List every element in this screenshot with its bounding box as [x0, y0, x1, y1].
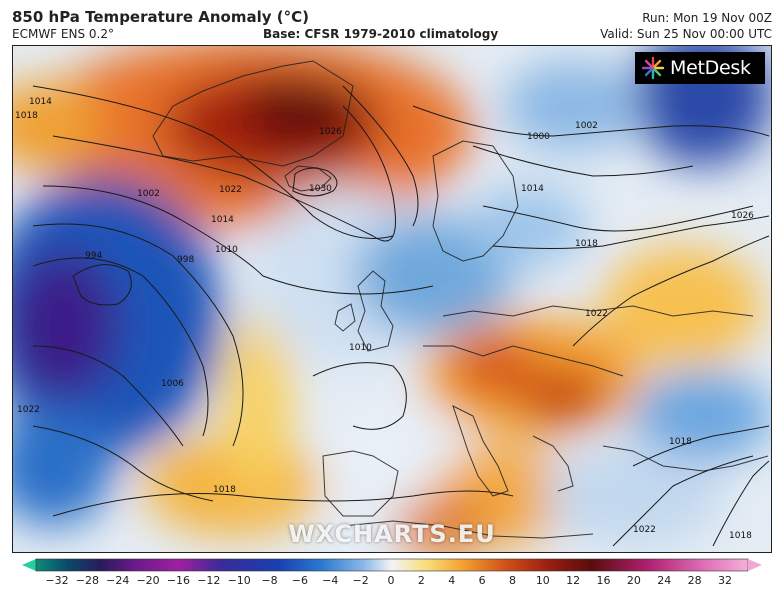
- isobar-label: 998: [177, 255, 194, 265]
- colorbar-tick-label: −28: [75, 574, 99, 587]
- colorbar-tick-label: −32: [45, 574, 69, 587]
- isobar-label: 1014: [29, 97, 52, 107]
- colorbar-tick-label: 20: [626, 574, 641, 587]
- isobar-label: 994: [85, 251, 102, 261]
- colorbar-tick-label: −6: [291, 574, 309, 587]
- colorbar-tick-label: 32: [718, 574, 732, 587]
- map-canvas: 1014 1018 1026 1030 1022 1002 1014 1010 …: [13, 46, 771, 552]
- isobar-label: 1014: [521, 184, 544, 194]
- isobar-label: 1018: [729, 531, 752, 541]
- colorbar-tick-label: 24: [657, 574, 672, 587]
- colorbar-tick-label: −24: [106, 574, 130, 587]
- colorbar-tick-label: −4: [322, 574, 339, 587]
- isobar-label: 1018: [15, 111, 38, 121]
- isobar-label: 1026: [731, 211, 754, 221]
- valid-time-label: Valid: Sun 25 Nov 00:00 UTC: [600, 27, 772, 41]
- metdesk-logo-icon: [641, 56, 665, 80]
- isobar-label-group: 1014 1018 1026 1030 1022 1002 1014 1010 …: [15, 97, 754, 541]
- anomaly-map: 1014 1018 1026 1030 1022 1002 1014 1010 …: [12, 45, 772, 553]
- isobar-label: 1022: [219, 185, 242, 195]
- run-time-label: Run: Mon 19 Nov 00Z: [642, 11, 772, 25]
- colorbar-tick-label: 28: [687, 574, 702, 587]
- colorbar-tick-label: 0: [387, 574, 395, 587]
- colorbar-tick-label: −16: [166, 574, 191, 587]
- isobar-label: 1010: [215, 245, 238, 255]
- colorbar-tick-label: −2: [352, 574, 369, 587]
- isobar-label: 1030: [309, 184, 332, 194]
- isobar-label: 1000: [527, 132, 550, 142]
- anomaly-field: [13, 46, 771, 552]
- isobar-label: 1022: [17, 405, 40, 415]
- isobar-label: 1018: [575, 239, 598, 249]
- metdesk-logo: MetDesk: [635, 52, 765, 84]
- isobar-label: 1026: [319, 127, 342, 137]
- colorbar-tick-label: −10: [227, 574, 251, 587]
- isobar-label: 1018: [669, 437, 692, 447]
- base-climatology-label: Base: CFSR 1979-2010 climatology: [263, 27, 499, 41]
- colorbar-tick-label: 6: [478, 574, 486, 587]
- isobar-label: 1014: [211, 215, 234, 225]
- colorbar-tick-label: 8: [508, 574, 516, 587]
- colorbar-gradient: [35, 558, 749, 572]
- colorbar-tick-label: 16: [596, 574, 611, 587]
- isobar-label: 1022: [633, 525, 656, 535]
- colorbar-min-arrow: [22, 559, 36, 571]
- colorbar: −32 −28 −24 −20 −16 −12 −10 −8 −6 −4 −2 0 2 4 6 8 10 12 16…: [22, 557, 762, 597]
- isobar-label: 1010: [349, 343, 372, 353]
- colorbar-max-arrow: [748, 559, 762, 571]
- isobar-label: 1018: [213, 485, 236, 495]
- colorbar-bar: [22, 558, 762, 572]
- model-label: ECMWF ENS 0.2°: [12, 27, 114, 41]
- colorbar-tick-label: −8: [261, 574, 278, 587]
- isobar-label: 1002: [137, 189, 160, 199]
- colorbar-tick-label: 10: [535, 574, 550, 587]
- metdesk-logo-text: MetDesk: [670, 57, 751, 79]
- colorbar-tick-label: −20: [136, 574, 160, 587]
- colorbar-tick-label: −12: [197, 574, 221, 587]
- colorbar-tick-label: 12: [566, 574, 581, 587]
- isobar-label: 1002: [575, 121, 598, 131]
- colorbar-tick-label: 4: [448, 574, 456, 587]
- isobars: [32, 85, 770, 547]
- colorbar-tick-label: 2: [417, 574, 425, 587]
- isobar-label: 1022: [585, 309, 608, 319]
- wxcharts-watermark: WXCHARTS.EU: [288, 520, 496, 548]
- isobar-label: 1006: [161, 379, 184, 389]
- chart-title: 850 hPa Temperature Anomaly (°C): [12, 8, 309, 26]
